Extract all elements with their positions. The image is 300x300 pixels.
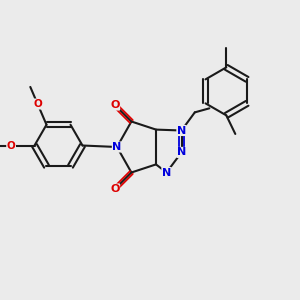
- Text: N: N: [112, 142, 122, 152]
- Text: O: O: [7, 140, 16, 151]
- Text: O: O: [33, 99, 42, 109]
- Text: O: O: [110, 100, 120, 110]
- Text: N: N: [177, 125, 186, 136]
- Text: N: N: [162, 167, 171, 178]
- Text: N: N: [177, 147, 186, 158]
- Text: O: O: [110, 184, 120, 194]
